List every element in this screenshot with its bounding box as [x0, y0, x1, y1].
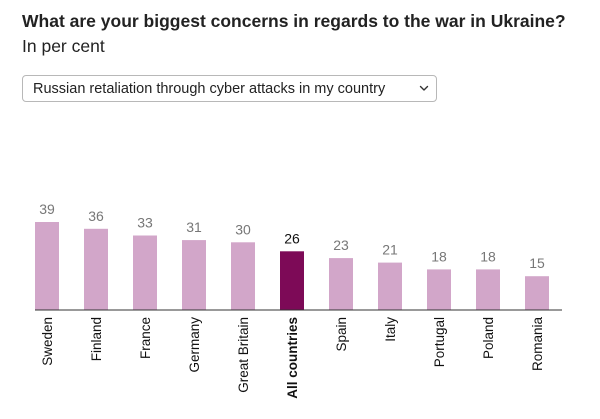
bar-spain	[329, 258, 353, 310]
category-label: Germany	[187, 317, 202, 373]
bar-romania	[525, 276, 549, 310]
category-label: Finland	[89, 317, 104, 361]
chart-title-main: What are your biggest concerns in regard…	[22, 11, 566, 31]
category-label: Romania	[530, 317, 545, 372]
category-label: Spain	[334, 317, 349, 352]
value-label: 36	[88, 208, 104, 224]
bar-great-britain	[231, 242, 255, 310]
value-label: 33	[137, 215, 153, 231]
category-label: Poland	[481, 317, 496, 359]
chart-subtitle: In per cent	[22, 36, 105, 56]
bar-germany	[182, 240, 206, 310]
category-label: Italy	[383, 317, 398, 342]
chevron-down-icon	[419, 85, 429, 91]
bar-portugal	[427, 269, 451, 310]
category-label: France	[138, 317, 153, 359]
value-label: 15	[529, 255, 545, 271]
value-label: 26	[284, 230, 300, 246]
bar-poland	[476, 269, 500, 310]
value-label: 23	[333, 237, 349, 253]
concern-select[interactable]: Russian retaliation through cyber attack…	[22, 75, 437, 102]
bar-france	[133, 235, 157, 310]
bar-finland	[84, 228, 108, 310]
value-label: 18	[480, 248, 496, 264]
chart-title: What are your biggest concerns in regard…	[22, 9, 582, 59]
value-label: 21	[382, 242, 398, 258]
category-label: Portugal	[432, 317, 447, 367]
category-label: All countries	[285, 317, 300, 399]
bar-sweden	[35, 222, 59, 310]
value-label: 39	[39, 201, 55, 217]
bar-all-countries	[280, 251, 304, 310]
concern-select-value: Russian retaliation through cyber attack…	[33, 80, 386, 97]
value-label: 30	[235, 221, 251, 237]
value-label: 18	[431, 248, 447, 264]
category-label: Great Britain	[236, 317, 251, 393]
bar-italy	[378, 262, 402, 310]
category-label: Sweden	[40, 317, 55, 366]
value-label: 31	[186, 219, 202, 235]
